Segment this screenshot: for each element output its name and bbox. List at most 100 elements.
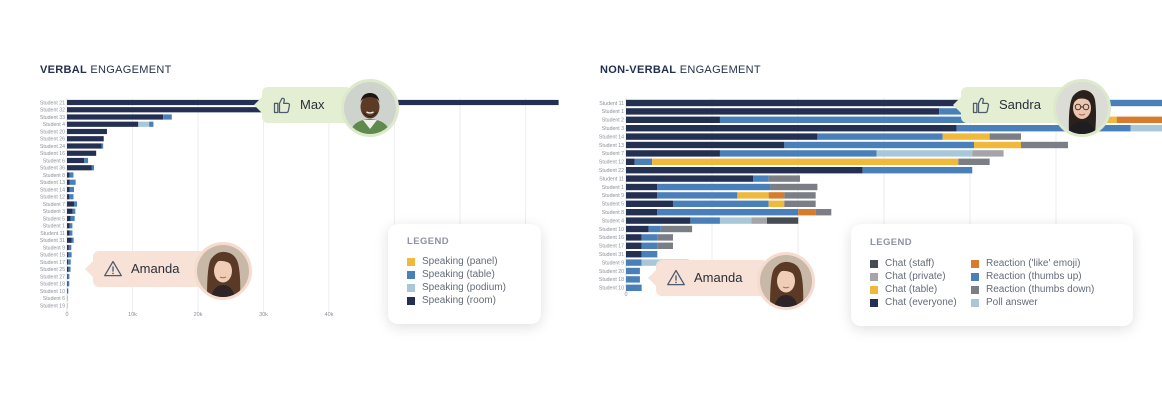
bar-segment — [67, 172, 70, 178]
amanda-nonverbal-avatar — [757, 252, 815, 310]
bar-segment — [641, 242, 658, 249]
bar-segment — [626, 167, 863, 174]
avatar-photo — [344, 82, 396, 134]
verbal-engagement-title: VERBAL ENGAGEMENT — [40, 64, 172, 76]
y-tick-label: Student 11 — [599, 176, 624, 182]
bar-segment — [626, 200, 673, 207]
amanda-verbal-callout: Amanda — [85, 251, 205, 287]
bar-segment — [67, 281, 68, 287]
legend-item-reaction-thumbs-down: Reaction (thumbs down) — [971, 284, 1094, 295]
y-tick-label: Student 20 — [40, 129, 65, 135]
bar-segment — [1130, 125, 1162, 132]
bar-segment — [67, 215, 71, 222]
callout-name: Amanda — [694, 270, 743, 285]
legend-item-chat-private: Chat (private) — [870, 271, 946, 282]
bar-segment — [626, 225, 649, 233]
legend-item-chat-table: Chat (table) — [870, 284, 937, 295]
bar-segment — [68, 244, 72, 251]
bar-segment — [626, 175, 754, 182]
bar-segment — [876, 150, 973, 157]
y-tick-label: Student 12 — [40, 195, 65, 201]
bar-segment — [67, 223, 70, 229]
bar-segment — [626, 158, 635, 165]
y-tick-label: Student 3 — [602, 126, 624, 132]
bar-segment — [768, 175, 800, 182]
bar-segment — [657, 192, 738, 199]
bar-segment — [719, 150, 877, 157]
bar-segment — [956, 125, 1131, 132]
legend-item-reaction-like: Reaction ('like' emoji) — [971, 258, 1080, 269]
y-tick-label: Student 7 — [43, 202, 65, 208]
bar-segment — [149, 121, 154, 127]
bar-segment — [719, 116, 1053, 123]
x-tick-label: 0 — [65, 312, 68, 318]
bar-segment — [626, 209, 658, 216]
bar-segment — [67, 288, 69, 294]
bar-segment — [68, 266, 71, 272]
bar-segment — [69, 223, 73, 229]
bar-segment — [69, 179, 76, 185]
bar-segment — [1116, 116, 1162, 123]
bar-segment — [784, 141, 974, 149]
legend-heading: LEGEND — [870, 237, 912, 248]
y-tick-label: Student 31 — [599, 252, 624, 258]
y-tick-label: Student 19 — [40, 303, 65, 309]
bar-segment — [626, 116, 720, 123]
y-tick-label: Student 13 — [599, 143, 624, 149]
bar-segment — [67, 273, 70, 280]
bar-segment — [768, 200, 785, 207]
y-tick-label: Student 21 — [40, 100, 65, 106]
max-avatar — [341, 79, 399, 137]
y-tick-label: Student 8 — [602, 210, 624, 216]
sandra-callout: Sandra — [953, 87, 1067, 123]
y-tick-label: Student 24 — [40, 144, 65, 150]
y-tick-label: Student 22 — [599, 168, 624, 174]
bar-segment — [626, 150, 720, 157]
y-tick-label: Student 14 — [599, 134, 624, 140]
bar-segment — [626, 183, 658, 191]
y-tick-label: Student 10 — [40, 289, 65, 295]
y-tick-label: Student 17 — [599, 244, 624, 250]
callout-pointer — [254, 97, 262, 113]
bar-segment — [719, 217, 752, 224]
legend-item-chat-everyone: Chat (everyone) — [870, 297, 957, 308]
y-tick-label: Student 2 — [602, 118, 624, 124]
bar-segment — [626, 234, 642, 241]
avatar-photo — [1056, 82, 1108, 134]
y-tick-label: Student 16 — [40, 151, 65, 157]
y-tick-label: Student 36 — [40, 166, 65, 172]
x-tick-label: 30k — [259, 312, 268, 318]
amanda-verbal-avatar — [194, 242, 252, 300]
bar-segment — [67, 157, 85, 164]
legend-swatch — [407, 296, 415, 305]
bar-segment — [67, 201, 75, 207]
y-tick-label: Student 1 — [43, 224, 65, 230]
y-tick-label: Student 12 — [599, 160, 624, 166]
bar-segment — [690, 217, 720, 224]
legend-swatch — [870, 259, 878, 268]
bar-segment — [652, 158, 959, 165]
callout-pointer — [648, 270, 656, 286]
legend-heading: LEGEND — [407, 236, 449, 247]
avatar-photo — [197, 245, 249, 297]
y-tick-label: Student 11 — [40, 231, 65, 237]
bar-segment — [74, 201, 78, 207]
y-tick-label: Student 16 — [599, 235, 624, 241]
callout-pointer — [953, 97, 961, 113]
bar-segment — [657, 183, 771, 191]
y-tick-label: Student 18 — [40, 282, 65, 288]
legend-swatch — [971, 285, 979, 294]
bar-segment — [1020, 141, 1068, 149]
bar-segment — [784, 200, 816, 207]
y-tick-label: Student 31 — [40, 238, 65, 244]
bar-segment — [672, 200, 769, 207]
bar-segment — [67, 114, 164, 120]
y-tick-label: Student 5 — [43, 216, 65, 222]
bar-segment — [648, 225, 661, 233]
y-tick-label: Student 1 — [602, 109, 624, 115]
bar-segment — [974, 141, 1021, 149]
bar-segment — [67, 273, 68, 280]
bar-segment — [67, 237, 72, 243]
thumbs-up-icon — [273, 97, 291, 114]
